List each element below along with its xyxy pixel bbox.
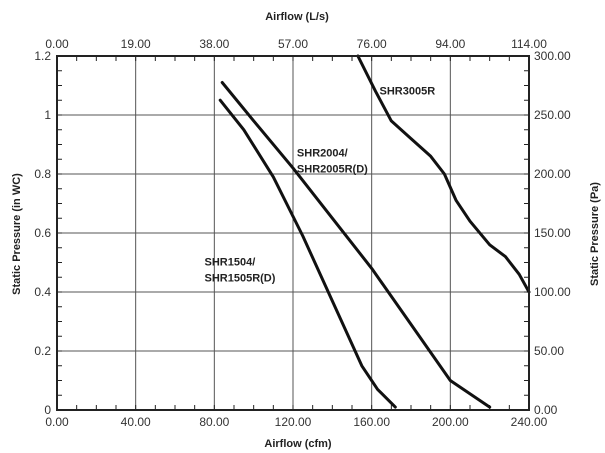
series-label: SHR1504/SHR1505R(D) [205, 256, 276, 284]
x-tick-label: 200.00 [432, 415, 469, 429]
x-top-tick-label: 0.00 [45, 37, 69, 51]
x-top-tick-label: 76.00 [357, 37, 387, 51]
x-tick-label: 160.00 [353, 415, 390, 429]
series-line [356, 54, 531, 294]
y-right-tick-label: 50.00 [534, 344, 564, 358]
x-top-tick-label: 38.00 [199, 37, 229, 51]
y-right-tick-label: 100.00 [534, 285, 571, 299]
series-label: SHR3005R [380, 85, 436, 97]
x-tick-label: 120.00 [275, 415, 312, 429]
y-right-tick-label: 0.00 [534, 403, 558, 417]
plot-frame [56, 55, 530, 411]
x-top-tick-label: 57.00 [278, 37, 308, 51]
y-tick-label: 0 [44, 403, 51, 417]
x-top-tick-label: 114.00 [511, 37, 547, 51]
y-tick-label: 0.2 [34, 344, 51, 358]
y-right-tick-label: 200.00 [534, 167, 571, 181]
y-right-tick-label: 250.00 [534, 108, 571, 122]
y-right-tick-label: 150.00 [534, 226, 571, 240]
y-right-tick-label: 300.00 [534, 49, 571, 63]
y-tick-label: 0.8 [34, 167, 51, 181]
top-axis-title: Airflow (L/s) [265, 11, 329, 23]
right-axis-title: Static Pressure (Pa) [589, 182, 601, 286]
x-tick-label: 40.00 [121, 415, 151, 429]
y-tick-label: 1 [44, 108, 51, 122]
x-top-tick-label: 19.00 [121, 37, 151, 51]
x-top-tick-label: 94.00 [435, 37, 465, 51]
series-line [220, 81, 492, 409]
y-tick-label: 1.2 [34, 49, 51, 63]
series-label: SHR2004/SHR2005R(D) [297, 147, 368, 175]
bottom-axis-title: Airflow (cfm) [264, 438, 332, 450]
left-axis-title: Static Pressure (in WC) [11, 173, 23, 295]
series-line [218, 98, 397, 409]
x-tick-label: 240.00 [511, 415, 548, 429]
x-tick-label: 80.00 [199, 415, 229, 429]
y-tick-label: 0.4 [34, 285, 51, 299]
y-tick-label: 0.6 [34, 226, 51, 240]
x-tick-label: 0.00 [45, 415, 69, 429]
